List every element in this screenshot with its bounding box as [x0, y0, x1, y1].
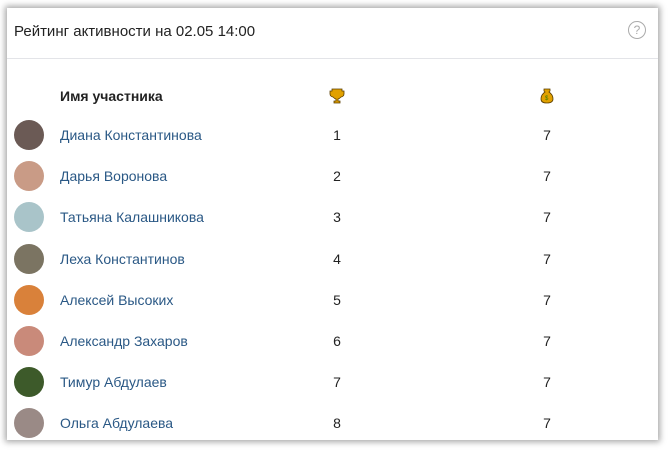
- table-row: Дарья Воронова 2 7: [7, 156, 658, 196]
- score-value: 7: [543, 291, 551, 308]
- svg-text:$: $: [545, 96, 549, 102]
- trophy-icon: [327, 88, 347, 107]
- rating-card: Рейтинг активности на 02.05 14:00 ? Имя …: [7, 8, 658, 440]
- table-row: Александр Захаров 6 7: [7, 321, 658, 361]
- question-circle-icon[interactable]: ?: [628, 21, 646, 39]
- score-value: 7: [543, 209, 551, 226]
- table-header: Имя участника $: [7, 76, 658, 116]
- rank-value: 2: [333, 168, 341, 185]
- money-bag-icon: $: [537, 88, 557, 107]
- member-name-link[interactable]: Диана Константинова: [60, 127, 202, 143]
- score-value: 7: [543, 250, 551, 267]
- avatar[interactable]: [14, 284, 44, 315]
- rank-value: 7: [333, 374, 341, 391]
- rank-value: 5: [333, 291, 341, 308]
- rank-value: 6: [333, 333, 341, 349]
- avatar[interactable]: [14, 326, 44, 356]
- score-value: 7: [543, 374, 551, 391]
- card-title: Рейтинг активности на 02.05 14:00: [14, 23, 256, 40]
- table-row: Тимур Абдулаев 7 7: [7, 362, 658, 402]
- score-value: 7: [543, 168, 551, 185]
- table-row: Ольга Абдулаева 8 7: [7, 403, 658, 443]
- avatar[interactable]: [14, 202, 44, 233]
- rank-value: 8: [333, 415, 341, 432]
- member-name-link[interactable]: Дарья Воронова: [60, 168, 168, 185]
- avatar[interactable]: [14, 161, 44, 192]
- table-row: Леха Константинов 4 7: [7, 239, 658, 279]
- score-value: 7: [543, 415, 551, 432]
- member-name-link[interactable]: Алексей Высоких: [60, 291, 174, 308]
- rank-value: 3: [333, 209, 341, 226]
- table-row: Татьяна Калашникова 3 7: [7, 197, 658, 237]
- card-header: Рейтинг активности на 02.05 14:00 ?: [7, 8, 658, 59]
- avatar[interactable]: [14, 367, 44, 398]
- table-row: Диана Константинова 1 7: [7, 115, 658, 155]
- member-name-link[interactable]: Татьяна Калашникова: [60, 209, 204, 226]
- member-name-link[interactable]: Александр Захаров: [60, 333, 188, 349]
- score-value: 7: [543, 333, 551, 349]
- member-name-link[interactable]: Ольга Абдулаева: [60, 415, 174, 432]
- avatar[interactable]: [14, 243, 44, 274]
- member-name-link[interactable]: Леха Константинов: [60, 250, 185, 267]
- avatar[interactable]: [14, 408, 44, 439]
- name-column-header: Имя участника: [60, 88, 163, 104]
- score-value: 7: [543, 127, 551, 143]
- table-row: Алексей Высоких 5 7: [7, 280, 658, 320]
- rank-value: 1: [333, 127, 341, 143]
- rank-value: 4: [333, 250, 341, 267]
- member-name-link[interactable]: Тимур Абдулаев: [60, 374, 167, 391]
- avatar[interactable]: [14, 120, 44, 150]
